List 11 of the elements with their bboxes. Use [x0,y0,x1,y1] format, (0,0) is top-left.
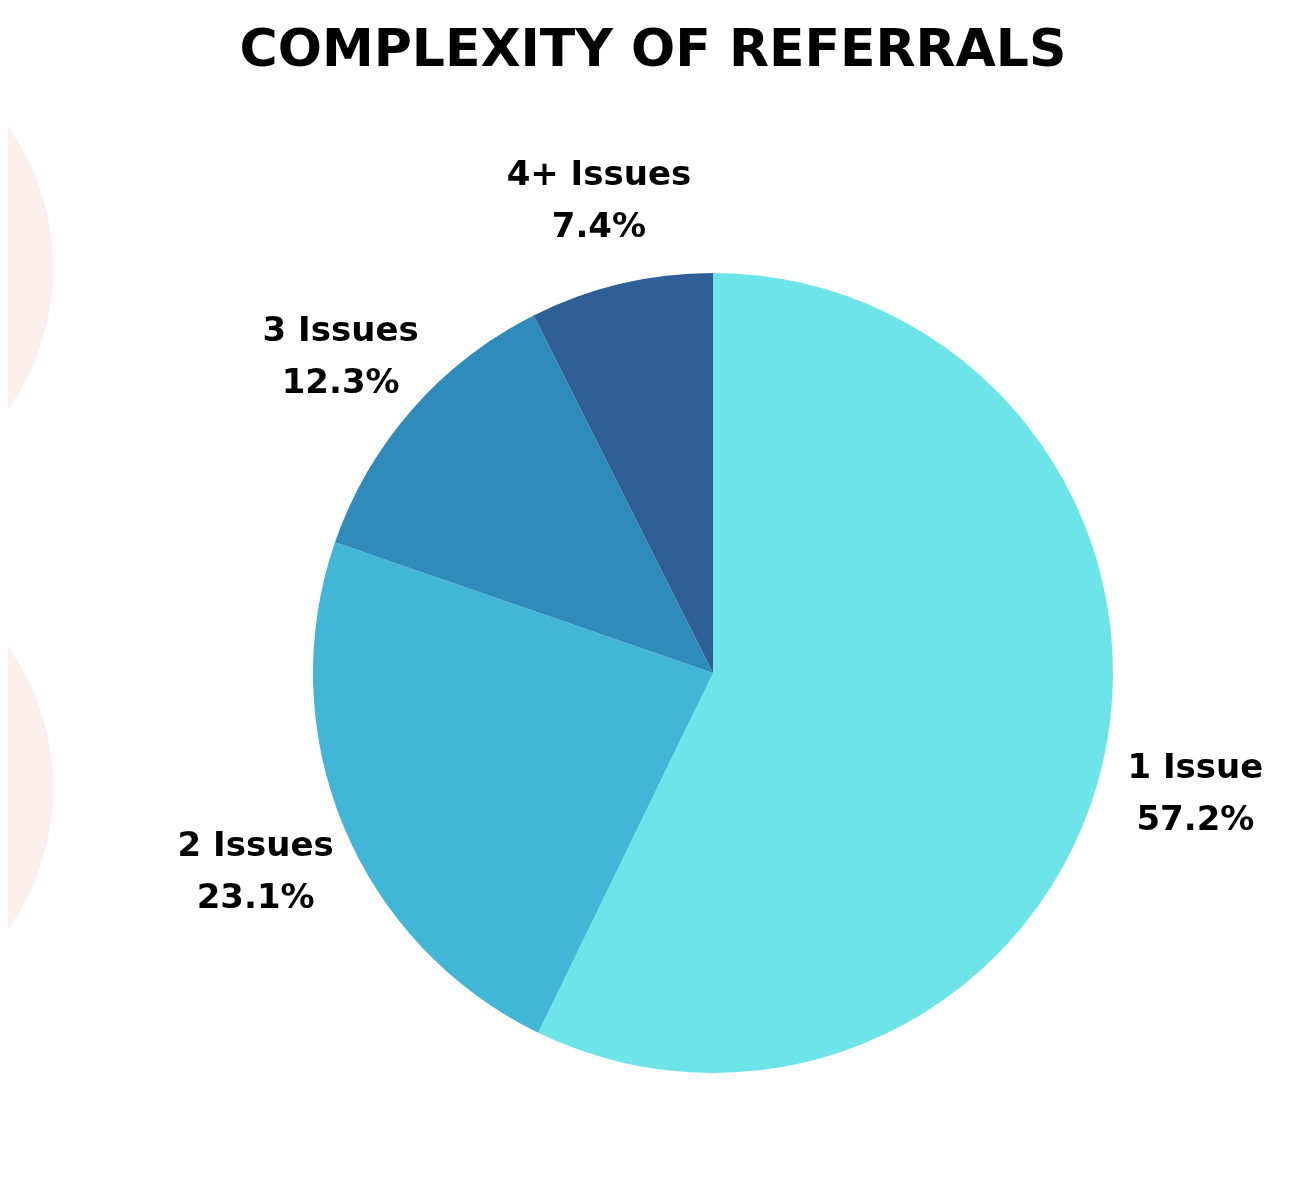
pie-slice [533,273,713,673]
data-label: 12.3% [281,360,400,401]
slice-label: 2 Issues [177,824,334,865]
data-label: 7.4% [551,205,647,246]
data-label: 57.2% [1136,798,1255,839]
slice-label: 1 Issue [1127,746,1264,787]
chart-title: COMPLEXITY OF REFERRALS [238,18,1068,78]
pie-slice [538,273,1113,1073]
data-label: 23.1% [196,876,315,917]
slice-label: 4+ Issues [506,153,692,194]
slice-label: 3 Issues [262,308,419,349]
